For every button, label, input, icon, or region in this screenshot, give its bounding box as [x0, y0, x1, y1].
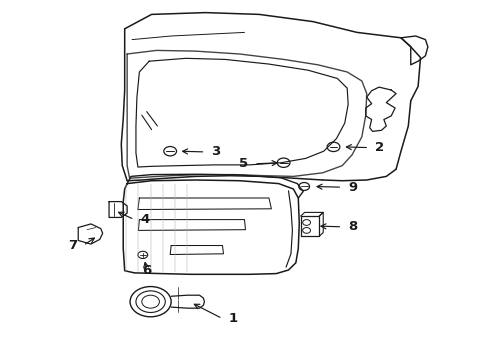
Text: 1: 1	[228, 312, 237, 325]
Text: 6: 6	[142, 264, 151, 276]
Text: 3: 3	[211, 145, 220, 158]
Text: 4: 4	[141, 213, 149, 226]
Text: 5: 5	[239, 157, 247, 170]
Text: 8: 8	[348, 220, 357, 233]
Text: 2: 2	[375, 141, 384, 154]
Text: 9: 9	[348, 181, 357, 194]
Text: 7: 7	[68, 239, 77, 252]
